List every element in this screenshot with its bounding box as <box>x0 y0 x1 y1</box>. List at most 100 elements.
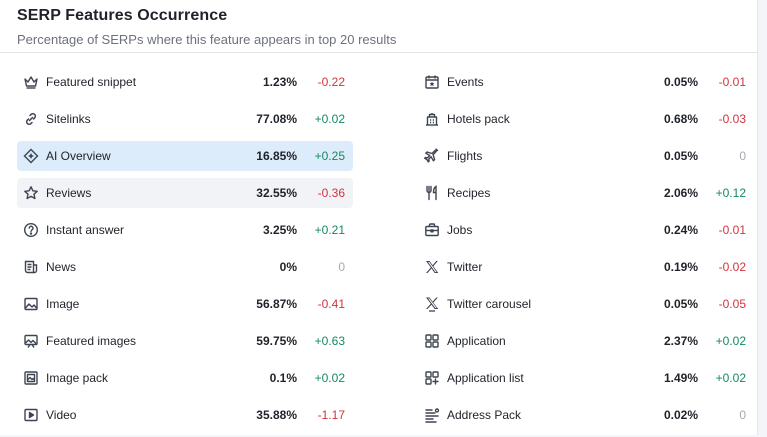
feature-label: Image <box>46 297 80 311</box>
feature-percentage: 0.02% <box>663 408 698 422</box>
briefcase-icon <box>424 222 440 238</box>
feature-row-sitelinks[interactable]: Sitelinks 77.08% +0.02 <box>17 104 353 134</box>
image-pack-icon <box>23 370 39 386</box>
feature-label: Twitter carousel <box>447 297 532 311</box>
feature-change: -0.01 <box>718 75 746 89</box>
feature-label: News <box>46 260 77 274</box>
feature-label: Video <box>46 408 77 422</box>
feature-change: -0.03 <box>718 112 746 126</box>
card-title: SERP Features Occurrence <box>17 7 228 24</box>
feature-label: Sitelinks <box>46 112 91 126</box>
feature-change: +0.21 <box>314 223 345 237</box>
feature-label: Featured images <box>46 334 137 348</box>
feature-row-application-list[interactable]: Application list 1.49% +0.02 <box>418 363 752 393</box>
feature-change: +0.02 <box>314 112 345 126</box>
feature-row-reviews[interactable]: Reviews 32.55% -0.36 <box>17 178 353 208</box>
x-carousel-icon <box>424 296 440 312</box>
feature-label: Featured snippet <box>46 75 137 89</box>
feature-change: +0.02 <box>715 371 746 385</box>
hotel-icon <box>424 111 440 127</box>
feature-row-flights[interactable]: Flights 0.05% 0 <box>418 141 752 171</box>
feature-label: Hotels pack <box>447 112 510 126</box>
feature-percentage: 1.23% <box>262 75 297 89</box>
feature-label: Events <box>447 75 484 89</box>
news-icon <box>23 259 39 275</box>
feature-row-featured-images[interactable]: Featured images 59.75% +0.63 <box>17 326 353 356</box>
calendar-icon <box>424 74 440 90</box>
app-list-icon <box>424 370 440 386</box>
video-icon <box>23 407 39 423</box>
feature-change: -0.01 <box>718 223 746 237</box>
feature-row-twitter[interactable]: Twitter 0.19% -0.02 <box>418 252 752 282</box>
feature-change: -0.36 <box>317 186 345 200</box>
feature-row-ai-overview[interactable]: AI Overview 16.85% +0.25 <box>17 141 353 171</box>
feature-label: Flights <box>447 149 483 163</box>
question-icon <box>23 222 39 238</box>
feature-percentage: 0.05% <box>663 149 698 163</box>
feature-row-image-pack[interactable]: Image pack 0.1% +0.02 <box>17 363 353 393</box>
feature-row-application[interactable]: Application 2.37% +0.02 <box>418 326 752 356</box>
image-icon <box>23 296 39 312</box>
star-icon <box>23 185 39 201</box>
feature-label: AI Overview <box>46 149 111 163</box>
feature-change: +0.63 <box>314 334 345 348</box>
feature-percentage: 0.68% <box>663 112 698 126</box>
feature-percentage: 0.05% <box>663 75 698 89</box>
feature-percentage: 3.25% <box>262 223 297 237</box>
feature-percentage: 32.55% <box>256 186 297 200</box>
feature-label: Jobs <box>447 223 473 237</box>
feature-label: Instant answer <box>46 223 125 237</box>
feature-row-jobs[interactable]: Jobs 0.24% -0.01 <box>418 215 752 245</box>
feature-label: Image pack <box>46 371 109 385</box>
ai-overview-icon <box>23 148 39 164</box>
feature-percentage: 0.24% <box>663 223 698 237</box>
card-header: SERP Features Occurrence Percentage of S… <box>0 0 757 53</box>
feature-percentage: 2.06% <box>663 186 698 200</box>
feature-percentage: 2.37% <box>663 334 698 348</box>
feature-change: 0 <box>739 149 746 163</box>
feature-change: 0 <box>338 260 345 274</box>
feature-change: -0.02 <box>718 260 746 274</box>
feature-label: Application <box>447 334 506 348</box>
feature-change: +0.02 <box>314 371 345 385</box>
address-pack-icon <box>424 407 440 423</box>
link-icon <box>23 111 39 127</box>
feature-row-events[interactable]: Events 0.05% -0.01 <box>418 67 752 97</box>
feature-percentage: 0% <box>279 260 297 274</box>
feature-row-image[interactable]: Image 56.87% -0.41 <box>17 289 353 319</box>
feature-change: +0.12 <box>715 186 746 200</box>
x-icon <box>424 259 440 275</box>
feature-percentage: 0.05% <box>663 297 698 311</box>
feature-percentage: 56.87% <box>256 297 297 311</box>
fork-knife-icon <box>424 185 440 201</box>
feature-percentage: 0.1% <box>269 371 297 385</box>
feature-percentage: 1.49% <box>663 371 698 385</box>
feature-percentage: 77.08% <box>256 112 297 126</box>
feature-row-twitter-carousel[interactable]: Twitter carousel 0.05% -0.05 <box>418 289 752 319</box>
feature-label: Application list <box>447 371 524 385</box>
feature-row-recipes[interactable]: Recipes 2.06% +0.12 <box>418 178 752 208</box>
feature-percentage: 35.88% <box>256 408 297 422</box>
feature-label: Address Pack <box>447 408 522 422</box>
feature-change: -1.17 <box>317 408 345 422</box>
card-subtitle: Percentage of SERPs where this feature a… <box>17 32 397 47</box>
feature-percentage: 59.75% <box>256 334 297 348</box>
feature-change: 0 <box>739 408 746 422</box>
feature-row-hotels-pack[interactable]: Hotels pack 0.68% -0.03 <box>418 104 752 134</box>
feature-row-video[interactable]: Video 35.88% -1.17 <box>17 400 353 430</box>
app-grid-icon <box>424 333 440 349</box>
feature-change: +0.25 <box>314 149 345 163</box>
feature-row-news[interactable]: News 0% 0 <box>17 252 353 282</box>
feature-label: Reviews <box>46 186 92 200</box>
feature-row-instant-answer[interactable]: Instant answer 3.25% +0.21 <box>17 215 353 245</box>
feature-row-featured-snippet[interactable]: Featured snippet 1.23% -0.22 <box>17 67 353 97</box>
feature-row-address-pack[interactable]: Address Pack 0.02% 0 <box>418 400 752 430</box>
features-column-left: Featured snippet 1.23% -0.22 Sitelinks 77.08… <box>17 67 353 437</box>
feature-change: -0.05 <box>718 297 746 311</box>
feature-label: Recipes <box>447 186 491 200</box>
features-column-right: Events 0.05% -0.01 Hotels pack 0.68% -0.03 Fli… <box>418 67 752 437</box>
crown-icon <box>23 74 39 90</box>
feature-change: +0.02 <box>715 334 746 348</box>
feature-change: -0.22 <box>317 75 345 89</box>
